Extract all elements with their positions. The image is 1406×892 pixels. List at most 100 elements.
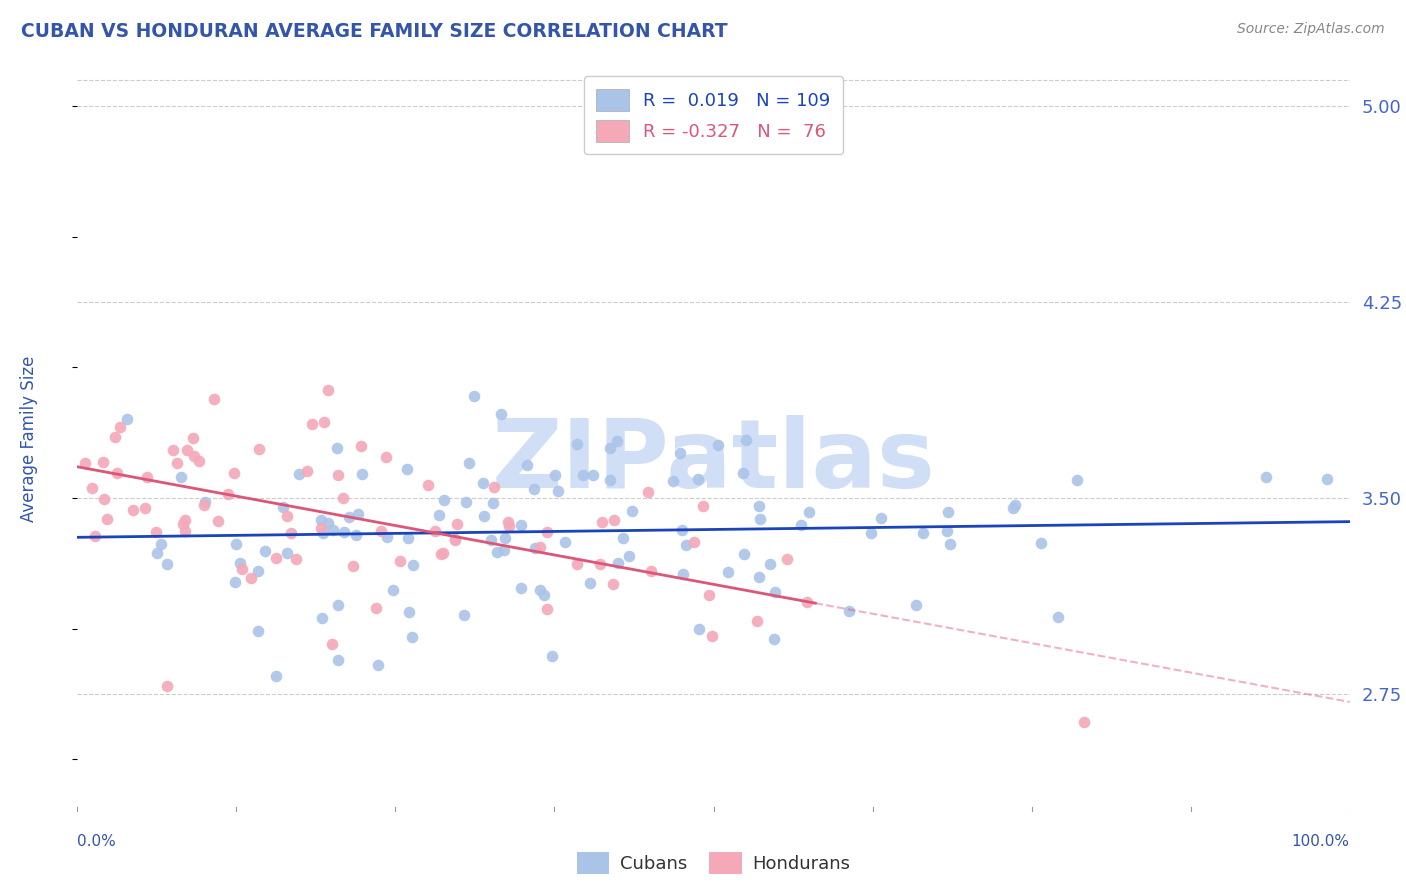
Point xyxy=(427,508,450,523)
Point xyxy=(301,417,323,432)
Point xyxy=(229,556,252,570)
Point xyxy=(547,484,569,499)
Point xyxy=(309,521,332,535)
Point xyxy=(115,411,138,425)
Point xyxy=(156,558,179,572)
Point xyxy=(1254,470,1277,484)
Point xyxy=(110,419,132,434)
Point xyxy=(692,499,714,513)
Point xyxy=(145,524,167,539)
Point xyxy=(591,515,613,529)
Point xyxy=(516,458,538,473)
Point xyxy=(524,541,547,555)
Point xyxy=(496,516,519,530)
Point xyxy=(529,583,551,598)
Point xyxy=(312,525,335,540)
Point xyxy=(91,455,114,469)
Point xyxy=(430,548,453,562)
Point xyxy=(602,577,624,591)
Point xyxy=(529,541,551,555)
Point xyxy=(536,601,558,615)
Point xyxy=(1073,714,1095,729)
Point xyxy=(326,653,349,667)
Point xyxy=(619,549,641,564)
Point xyxy=(479,533,502,547)
Point xyxy=(174,513,197,527)
Point xyxy=(606,434,628,449)
Point xyxy=(599,441,621,455)
Point xyxy=(337,510,360,524)
Point xyxy=(328,598,350,612)
Point xyxy=(541,649,564,664)
Point xyxy=(486,545,509,559)
Point xyxy=(166,456,188,470)
Point xyxy=(443,533,465,547)
Point xyxy=(311,611,333,625)
Point xyxy=(457,456,479,470)
Point xyxy=(231,562,253,576)
Point xyxy=(432,546,454,560)
Point xyxy=(565,437,588,451)
Point xyxy=(748,569,770,583)
Text: Average Family Size: Average Family Size xyxy=(20,356,38,523)
Point xyxy=(544,467,567,482)
Point xyxy=(776,552,799,566)
Point xyxy=(510,518,533,533)
Point xyxy=(381,583,404,598)
Point xyxy=(122,502,145,516)
Text: CUBAN VS HONDURAN AVERAGE FAMILY SIZE CORRELATION CHART: CUBAN VS HONDURAN AVERAGE FAMILY SIZE CO… xyxy=(21,22,728,41)
Point xyxy=(326,467,349,482)
Point xyxy=(318,383,340,397)
Point xyxy=(494,532,516,546)
Point xyxy=(370,524,392,538)
Point xyxy=(1031,536,1053,550)
Point xyxy=(675,538,697,552)
Point xyxy=(350,467,373,482)
Point xyxy=(763,584,786,599)
Point xyxy=(621,504,644,518)
Point xyxy=(84,528,107,542)
Point xyxy=(869,511,891,525)
Point xyxy=(662,474,685,488)
Point xyxy=(489,408,512,422)
Point xyxy=(183,431,205,445)
Point xyxy=(271,500,294,514)
Point xyxy=(838,604,860,618)
Point xyxy=(606,556,628,570)
Legend: R =  0.019   N = 109, R = -0.327   N =  76: R = 0.019 N = 109, R = -0.327 N = 76 xyxy=(583,76,844,154)
Point xyxy=(326,442,349,456)
Point xyxy=(322,523,344,537)
Point xyxy=(396,531,419,545)
Point xyxy=(733,547,755,561)
Point xyxy=(859,525,882,540)
Point xyxy=(254,544,277,558)
Point xyxy=(104,430,127,444)
Point xyxy=(683,534,706,549)
Point xyxy=(463,389,485,403)
Point xyxy=(312,415,335,429)
Text: Source: ZipAtlas.com: Source: ZipAtlas.com xyxy=(1237,22,1385,37)
Point xyxy=(176,443,198,458)
Point xyxy=(671,523,693,537)
Point xyxy=(183,450,205,464)
Point xyxy=(482,480,505,494)
Point xyxy=(536,524,558,539)
Point xyxy=(1004,498,1026,512)
Point xyxy=(309,513,332,527)
Point xyxy=(456,494,478,508)
Point xyxy=(374,450,396,465)
Point xyxy=(247,442,270,457)
Point xyxy=(264,669,287,683)
Point xyxy=(395,461,418,475)
Point xyxy=(367,657,389,672)
Point xyxy=(472,476,495,491)
Point xyxy=(735,434,758,448)
Point xyxy=(796,595,818,609)
Point xyxy=(717,565,740,579)
Point xyxy=(146,546,169,560)
Point xyxy=(136,469,159,483)
Text: 100.0%: 100.0% xyxy=(1292,834,1350,849)
Point xyxy=(342,558,364,573)
Point xyxy=(589,557,612,571)
Point xyxy=(162,443,184,458)
